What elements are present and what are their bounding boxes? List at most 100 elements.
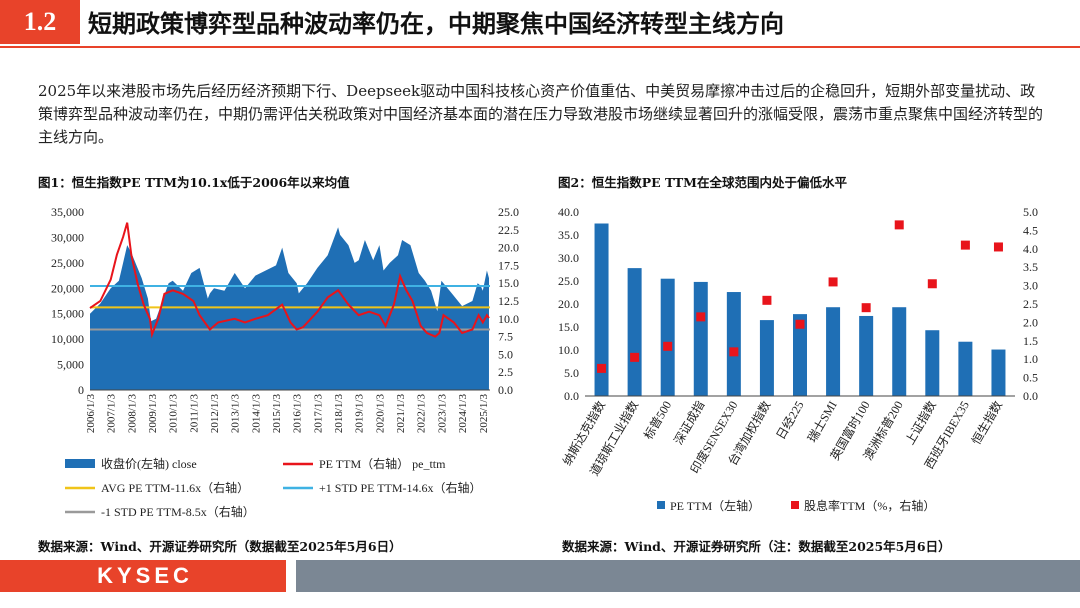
- dividend-marker: [630, 352, 640, 362]
- x-tick-label: 2009/1/3: [147, 394, 159, 434]
- right-tick-label: 22.5: [498, 223, 519, 237]
- pe-bar: [859, 315, 874, 396]
- kysec-logo: KYSEC: [97, 563, 193, 588]
- right-tick-label: 2.0: [1023, 315, 1038, 329]
- legend-label: PE TTM（右轴） pe_ttm: [319, 456, 446, 471]
- left-tick-label: 10,000: [51, 332, 84, 346]
- right-tick-label: 2.5: [1023, 297, 1038, 311]
- right-tick-label: 2.5: [498, 365, 513, 379]
- pe-bar: [925, 330, 940, 396]
- right-tick-label: 25.0: [498, 205, 519, 219]
- x-tick-label: 2006/1/3: [85, 394, 97, 434]
- right-tick-label: 4.5: [1023, 223, 1038, 237]
- x-tick-label: 2008/1/3: [126, 394, 138, 434]
- x-tick-label: 2019/1/3: [354, 394, 366, 434]
- dividend-marker: [993, 242, 1003, 252]
- dividend-marker: [927, 279, 937, 289]
- x-tick-label: 2025/1/3: [478, 394, 490, 434]
- category-label: 恒生指数: [968, 398, 1005, 447]
- left-tick-label: 40.0: [558, 205, 579, 219]
- pe-bar: [826, 307, 841, 396]
- figure2-source: 数据来源：Wind、开源证券研究所（注：数据截至2025年5月6日）: [562, 539, 951, 554]
- x-tick-label: 2020/1/3: [374, 394, 386, 434]
- dividend-marker: [663, 341, 673, 351]
- category-label: 日经225: [773, 399, 806, 442]
- dividend-marker: [894, 220, 904, 230]
- category-label: 瑞士SMI: [805, 398, 840, 444]
- legend-swatch: [791, 501, 799, 509]
- right-tick-label: 15.0: [498, 276, 519, 290]
- left-tick-label: 25,000: [51, 256, 84, 270]
- dividend-marker: [762, 295, 772, 305]
- dividend-marker: [861, 303, 871, 313]
- dividend-marker: [795, 319, 805, 329]
- pe-bar: [793, 314, 807, 396]
- right-tick-label: 3.5: [1023, 260, 1038, 274]
- pe-bar: [726, 292, 741, 396]
- figure2-title: 图2：恒生指数PE TTM在全球范围内处于偏低水平: [558, 175, 847, 190]
- dividend-marker: [597, 363, 607, 373]
- left-tick-label: 30,000: [51, 230, 84, 244]
- right-tick-label: 1.0: [1023, 352, 1038, 366]
- x-tick-label: 2007/1/3: [106, 394, 118, 434]
- right-tick-label: 7.5: [498, 330, 513, 344]
- close-price-area-series: [90, 227, 489, 390]
- left-tick-label: 35,000: [51, 205, 84, 219]
- legend-swatch: [657, 501, 665, 509]
- legend-label: AVG PE TTM-11.6x（右轴）: [101, 480, 249, 495]
- pe-bar: [627, 268, 642, 396]
- left-tick-label: 35.0: [558, 228, 579, 242]
- close-price-area: [90, 227, 489, 390]
- legend-label: PE TTM（左轴）: [670, 498, 760, 513]
- dividend-marker: [828, 277, 838, 287]
- right-tick-label: 17.5: [498, 258, 519, 272]
- right-tick-label: 5.0: [498, 347, 513, 361]
- right-tick-label: 5.0: [1023, 205, 1038, 219]
- section-number: 1.2: [0, 0, 80, 44]
- left-tick-label: 20.0: [558, 297, 579, 311]
- x-tick-label: 2016/1/3: [292, 394, 304, 434]
- left-tick-label: 15.0: [558, 320, 579, 334]
- dividend-marker: [729, 347, 739, 357]
- legend-label: +1 STD PE TTM-14.6x（右轴）: [319, 480, 482, 495]
- x-tick-label: 2024/1/3: [457, 394, 469, 434]
- x-tick-label: 2021/1/3: [395, 394, 407, 434]
- legend-label: 收盘价(左轴) close: [101, 456, 197, 471]
- x-tick-label: 2012/1/3: [209, 394, 221, 434]
- category-label: 深证成指: [670, 398, 707, 447]
- pe-bar: [693, 281, 708, 396]
- page-title: 短期政策博弈型品种波动率仍在，中期聚焦中国经济转型主线方向: [88, 9, 784, 38]
- left-tick-label: 30.0: [558, 251, 579, 265]
- right-tick-label: 0.0: [498, 383, 513, 397]
- x-tick-label: 2022/1/3: [416, 394, 428, 434]
- dividend-marker: [960, 240, 970, 250]
- x-tick-label: 2015/1/3: [271, 394, 283, 434]
- right-tick-label: 0.0: [1023, 389, 1038, 403]
- pe-bar: [660, 278, 675, 396]
- x-tick-label: 2018/1/3: [333, 394, 345, 434]
- x-tick-label: 2010/1/3: [168, 394, 180, 434]
- left-tick-label: 5,000: [57, 358, 84, 372]
- right-tick-label: 4.0: [1023, 242, 1038, 256]
- category-label: 标普500: [641, 399, 674, 442]
- chart-hsi-close-pe: 0 5,000 10,000 15,000 20,000 25,000 30,000 35,0…: [51, 205, 519, 519]
- figure1-title: 图1：恒生指数PE TTM为10.1x低于2006年以来均值: [38, 175, 350, 190]
- x-tick-label: 2023/1/3: [436, 394, 448, 434]
- right-tick-label: 10.0: [498, 312, 519, 326]
- chart-global-pe: 0.0 5.0 10.0 15.0 20.0 25.0 30.0 35.0 40.0 0.0 0.5…: [558, 205, 1038, 513]
- x-tick-label: 2014/1/3: [250, 394, 262, 434]
- header-divider: [0, 46, 1080, 48]
- legend-label: -1 STD PE TTM-8.5x（右轴）: [101, 504, 255, 519]
- left-tick-label: 5.0: [564, 366, 579, 380]
- pe-bar: [958, 341, 973, 396]
- figure1-source: 数据来源：Wind、开源证券研究所（数据截至2025年5月6日）: [38, 539, 402, 554]
- footer-bar: [296, 560, 1080, 592]
- right-tick-label: 12.5: [498, 294, 519, 308]
- pe-ttm-line: [89, 222, 490, 339]
- right-tick-label: 1.5: [1023, 334, 1038, 348]
- x-tick-label: 2017/1/3: [312, 394, 324, 434]
- left-tick-label: 25.0: [558, 274, 579, 288]
- intro-paragraph: 2025年以来港股市场先后经历经济预期下行、Deepseek驱动中国科技核心资产…: [38, 82, 1044, 146]
- left-tick-label: 20,000: [51, 281, 84, 295]
- pe-bar: [892, 307, 907, 396]
